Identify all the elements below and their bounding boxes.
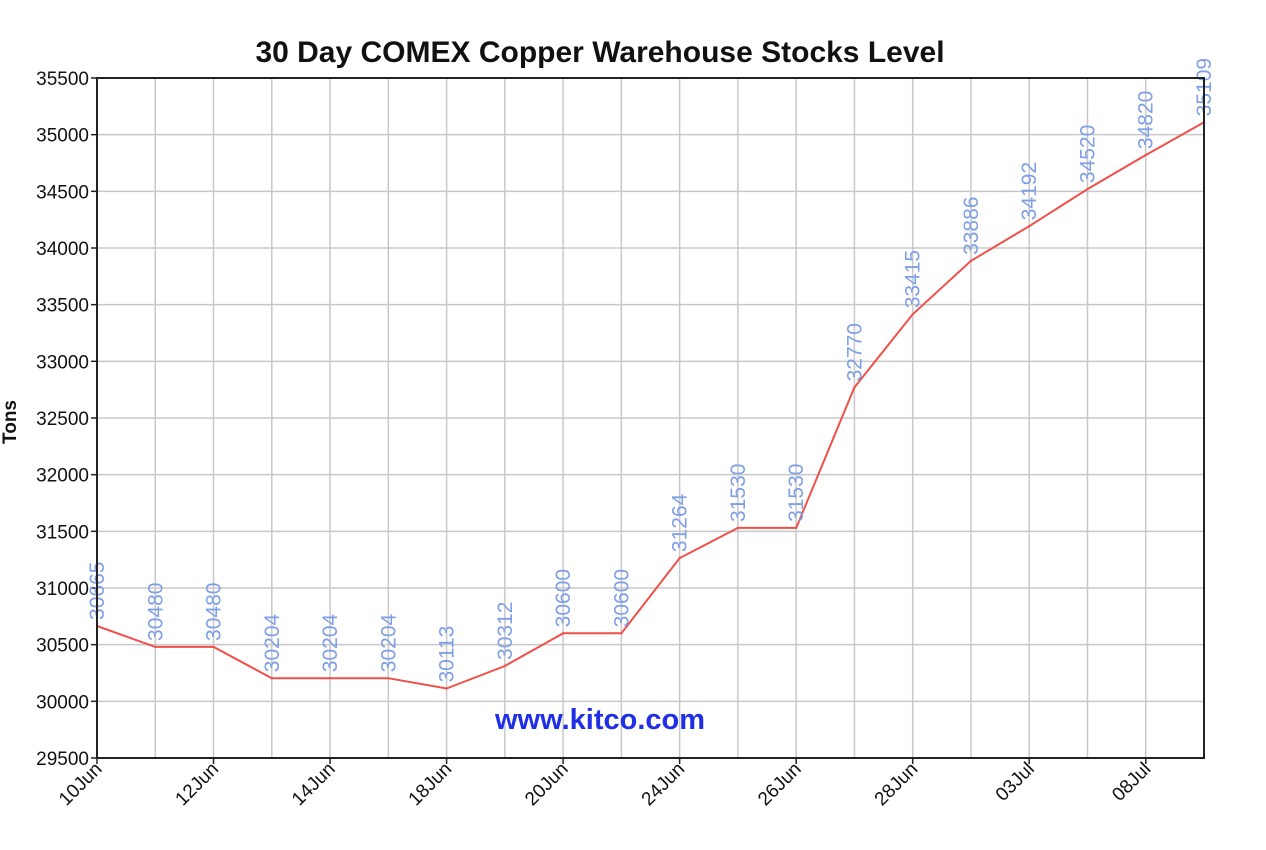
x-tick-label: 08Jul [1108, 759, 1155, 806]
data-label: 33886 [960, 197, 983, 255]
data-label: 30204 [261, 613, 284, 672]
data-point [387, 677, 390, 680]
y-tick-label: 33000 [36, 352, 89, 373]
x-tick-label: 03Jul [992, 759, 1039, 806]
data-label: 30204 [377, 613, 400, 672]
data-label: 31530 [727, 464, 750, 522]
y-tick-label: 30000 [36, 692, 89, 713]
data-point [212, 645, 215, 649]
x-tick-label: 12Jun [172, 759, 223, 810]
data-point [154, 645, 157, 649]
data-point [445, 687, 448, 690]
data-point [1086, 187, 1089, 191]
data-label: 32770 [843, 323, 866, 381]
data-label: 31264 [669, 493, 692, 552]
watermark: www.kitco.com [494, 704, 705, 736]
data-point [736, 526, 740, 530]
data-point [678, 556, 681, 560]
data-label: 30600 [610, 569, 633, 627]
data-point [270, 677, 273, 680]
data-label: 34192 [1018, 162, 1041, 220]
y-tick-label: 31000 [36, 579, 89, 600]
data-point [503, 664, 507, 668]
x-axis-ticks: 10Jun 12Jun 14Jun 18Jun 20Jun 24Jun 26Jun 28Jun… [55, 759, 1155, 810]
data-label: 31530 [785, 464, 808, 522]
x-tick-label: 18Jun [405, 759, 456, 810]
y-axis-ticks: 29500 30000 30500 31000 31500 32000 32500 33000… [36, 69, 89, 770]
y-tick-label: 35500 [36, 69, 89, 90]
data-label: 34520 [1076, 125, 1099, 183]
data-point [853, 386, 856, 389]
y-tick-label: 32500 [36, 409, 89, 430]
data-label: 34820 [1135, 91, 1158, 149]
y-tick-label: 30500 [36, 636, 89, 657]
y-tick-label: 32000 [36, 466, 89, 487]
x-tick-label: 28Jun [871, 759, 922, 810]
data-label: 33415 [902, 250, 925, 308]
data-point [1144, 153, 1147, 157]
x-tick-label: 24Jun [638, 759, 689, 810]
y-tick-label: 31500 [36, 522, 89, 543]
data-point [794, 526, 798, 530]
x-tick-label: 14Jun [288, 759, 339, 810]
data-label: 30480 [144, 583, 167, 641]
x-tick-label: 20Jun [521, 759, 572, 810]
y-tick-label: 34500 [36, 182, 89, 203]
data-label: 30600 [552, 569, 575, 627]
y-tick-label: 29500 [36, 749, 89, 770]
chart-title: 30 Day COMEX Copper Warehouse Stocks Lev… [255, 36, 944, 69]
data-point [911, 313, 914, 316]
y-axis-label: Tons [0, 400, 21, 444]
data-point [328, 677, 332, 680]
data-label: 30312 [494, 602, 517, 660]
y-tick-label: 33500 [36, 296, 89, 317]
data-point [561, 632, 565, 635]
data-point [969, 259, 973, 263]
y-tick-label: 35000 [36, 126, 89, 147]
plot-frame [96, 77, 1205, 759]
series-line [96, 121, 1205, 690]
y-tick-label: 34000 [36, 239, 89, 260]
data-label: 30113 [436, 626, 459, 683]
data-label: 30480 [203, 583, 226, 641]
data-point [1028, 225, 1031, 228]
data-label: 30204 [319, 613, 342, 672]
x-tick-label: 26Jun [754, 759, 805, 810]
data-point [620, 632, 623, 635]
